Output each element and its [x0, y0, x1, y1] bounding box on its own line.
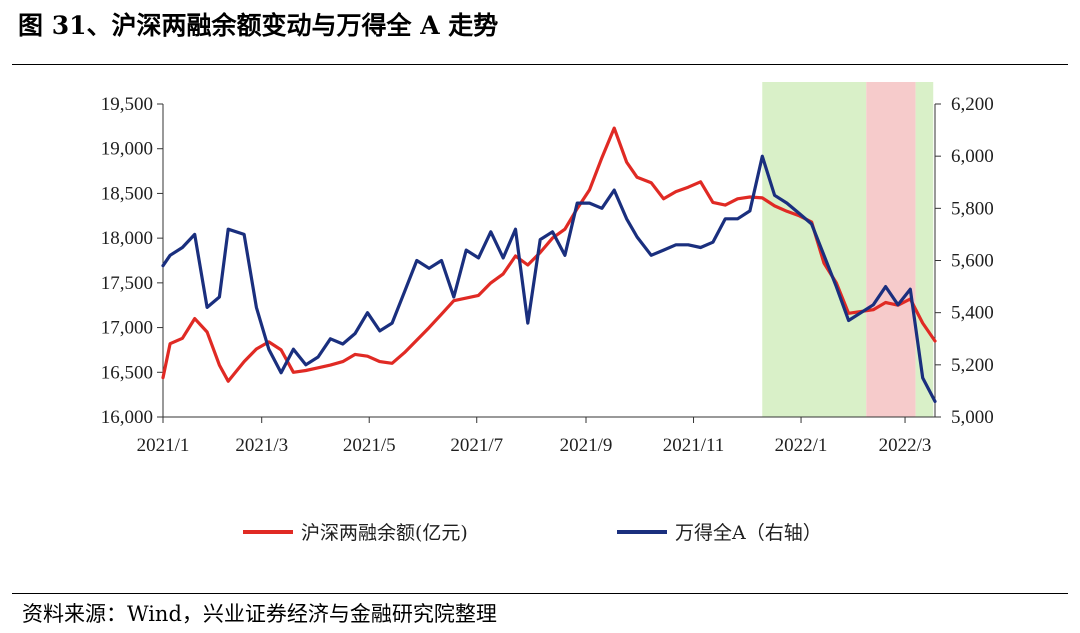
- x-tick-label-7: 2022/3: [879, 435, 932, 456]
- x-tick-label-5: 2021/11: [663, 435, 725, 456]
- left-tick-label-1: 16,500: [101, 362, 153, 383]
- x-tick-label-2: 2021/5: [343, 435, 396, 456]
- left-tick-label-3: 17,500: [101, 273, 153, 294]
- shaded-region-1: [762, 82, 867, 417]
- x-tick-label-3: 2021/7: [450, 435, 503, 456]
- series-lines: [161, 126, 937, 403]
- x-tick-label-0: 2021/1: [137, 435, 190, 456]
- x-tick-label-6: 2022/1: [775, 435, 828, 456]
- left-tick-label-4: 18,000: [101, 228, 153, 249]
- right-tick-label-6: 6,200: [951, 94, 994, 115]
- axes: [157, 103, 941, 423]
- left-tick-label-5: 18,500: [101, 183, 153, 204]
- left-tick-label-6: 19,000: [101, 139, 153, 160]
- right-tick-label-3: 5,600: [951, 251, 994, 272]
- left-tick-label-7: 19,500: [101, 94, 153, 115]
- page-title: 图 31、沪深两融余额变动与万得全 A 走势: [18, 11, 499, 40]
- tick-labels: 16,000 16,500 17,000 17,500 18,000 18,500 19,0…: [101, 94, 994, 456]
- left-tick-label-2: 17,000: [101, 318, 153, 339]
- x-tick-label-4: 2021/9: [560, 435, 613, 456]
- shaded-regions: [762, 82, 934, 417]
- left-tick-label-0: 16,000: [101, 407, 153, 428]
- right-tick-label-4: 5,800: [951, 198, 994, 219]
- title-rule: [12, 64, 1068, 65]
- right-tick-label-0: 5,000: [951, 407, 994, 428]
- right-tick-label-5: 6,000: [951, 146, 994, 167]
- legend-label-2: 万得全A（右轴）: [675, 522, 822, 544]
- right-tick-label-1: 5,200: [951, 355, 994, 376]
- series-line-1: [161, 126, 937, 383]
- series-line-2: [161, 154, 937, 403]
- legend: 沪深两融余额(亿元) 万得全A（右轴）: [243, 522, 822, 544]
- shaded-region-3: [915, 82, 934, 417]
- source-note: 资料来源：Wind，兴业证券经济与金融研究院整理: [22, 602, 497, 626]
- x-tick-label-1: 2021/3: [235, 435, 288, 456]
- shaded-region-2: [866, 82, 916, 417]
- legend-label-1: 沪深两融余额(亿元): [301, 522, 468, 544]
- right-tick-label-2: 5,400: [951, 303, 994, 324]
- footer-rule: [12, 593, 1068, 594]
